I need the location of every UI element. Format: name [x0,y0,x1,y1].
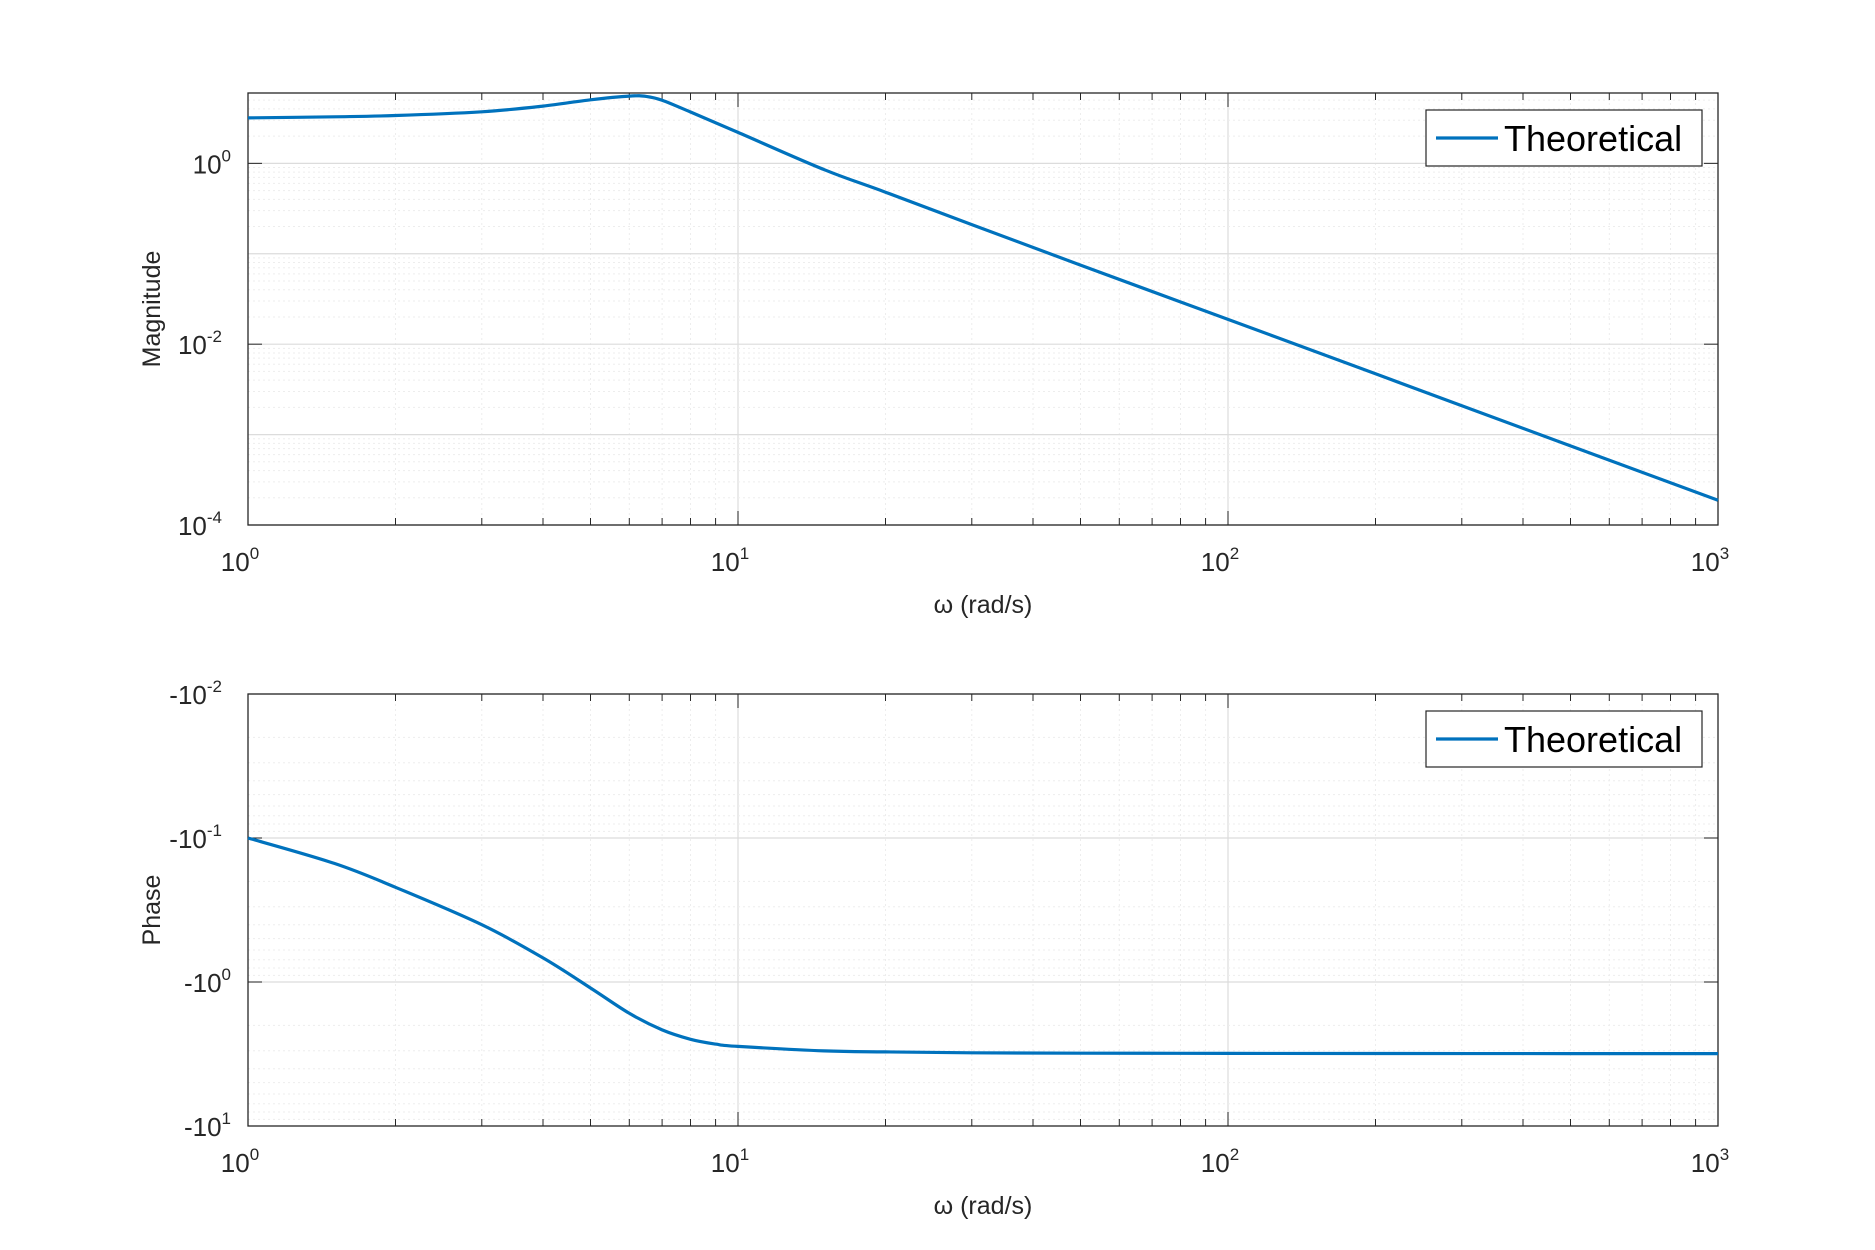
magnitude-plot: 100 101 102 103 100 10-2 10-4 ω (rad/s) Magnitud… [138,92,1729,619]
magnitude-legend-label: Theoretical [1504,118,1682,159]
phase-x-tick-label: 103 [1691,1145,1729,1178]
phase-y-tick-label: -10-2 [169,677,222,710]
magnitude-x-tick-label: 103 [1691,544,1729,577]
phase-x-tick-label: 100 [221,1145,259,1178]
phase-y-axis-label: Phase [138,875,166,946]
phase-legend[interactable]: Theoretical [1425,710,1703,768]
phase-x-axis-label: ω (rad/s) [934,1192,1033,1220]
magnitude-y-tick-label: 10-2 [178,327,222,360]
magnitude-legend[interactable]: Theoretical [1425,109,1703,167]
phase-x-tick-label: 102 [1201,1145,1239,1178]
magnitude-x-tick-label: 100 [221,544,259,577]
magnitude-series-0-line [247,94,1719,502]
magnitude-y-tick-label: 100 [193,146,231,179]
magnitude-x-tick-label: 101 [711,544,749,577]
phase-y-tick-label: -101 [184,1109,231,1142]
magnitude-ticks [247,93,1719,526]
phase-y-tick-label: -10-1 [169,821,222,854]
magnitude-grid [248,92,1718,526]
magnitude-y-axis-label: Magnitude [138,251,166,368]
phase-axes-box [247,693,1719,1127]
magnitude-x-tick-label: 102 [1201,544,1239,577]
magnitude-axes-box [247,92,1719,526]
phase-plot: 100 101 102 103 -10-2 -10-1 -100 -101 ω (rad/s) P… [138,677,1729,1220]
phase-ticks [247,693,1719,1127]
magnitude-y-tick-label: 10-4 [178,508,222,541]
magnitude-x-axis-label: ω (rad/s) [934,591,1033,619]
phase-x-tick-label: 101 [711,1145,749,1178]
phase-series-0-line [247,836,1718,1056]
phase-y-tick-label: -100 [184,965,231,998]
phase-legend-label: Theoretical [1504,719,1682,760]
